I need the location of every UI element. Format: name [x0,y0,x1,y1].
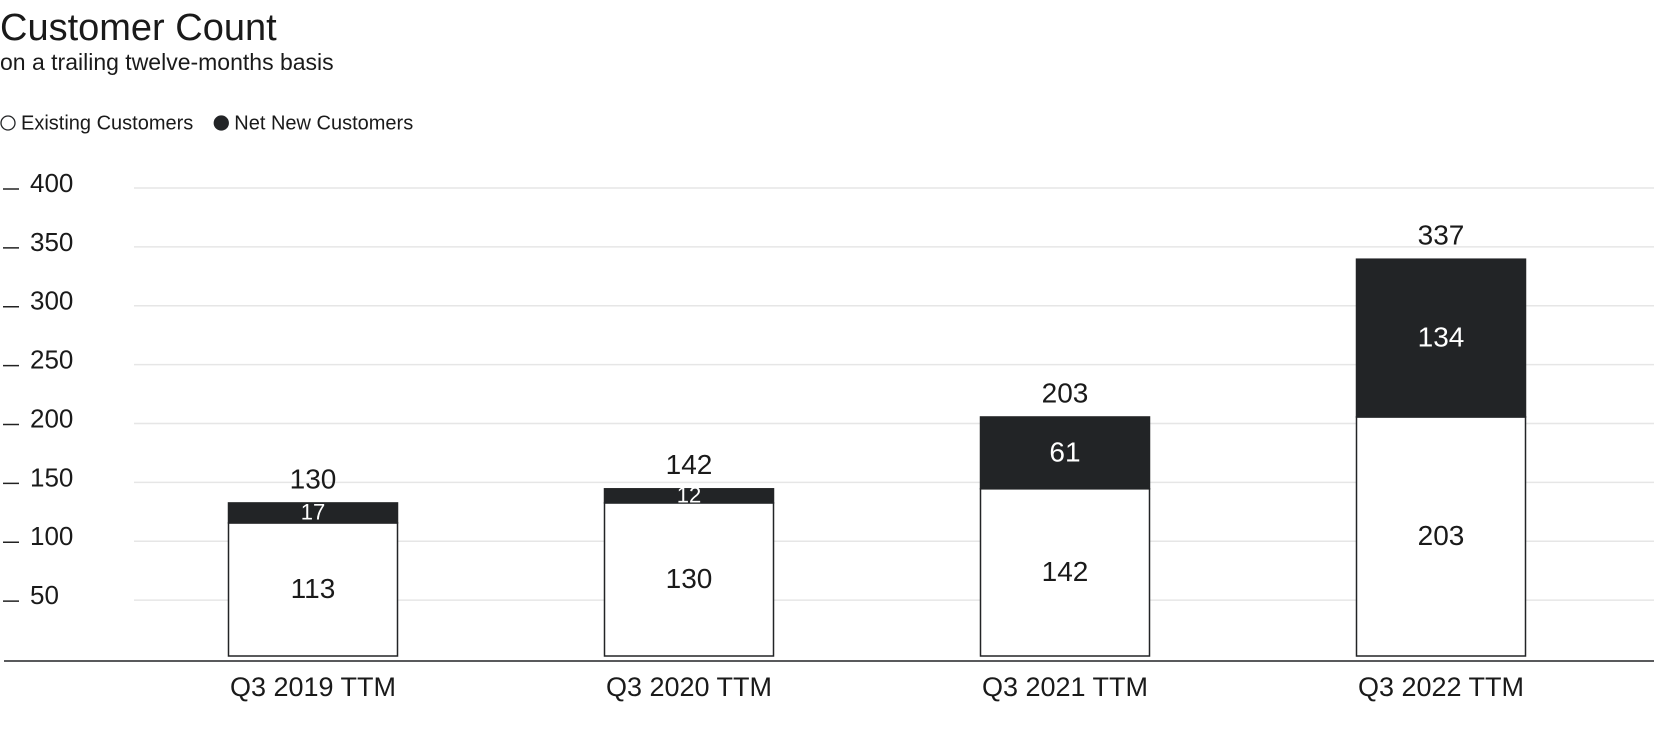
bar-segment [603,502,775,657]
y-tick-label: 50 [30,580,59,610]
bar-segment [979,488,1151,657]
bar-segment [1355,416,1527,657]
y-tick-label: 400 [30,168,73,198]
total-label: 337 [1418,220,1465,251]
value-label: 17 [301,500,325,525]
value-label: 142 [1042,556,1089,587]
total-label: 203 [1042,377,1089,408]
chart-title: Customer Count [0,7,277,49]
y-tick-label: 150 [30,462,73,492]
value-label: 61 [1049,436,1080,467]
total-label: 142 [666,449,713,480]
total-label: 130 [290,463,337,494]
value-label: 130 [666,563,713,594]
legend-marker [0,115,16,131]
value-label: 203 [1418,520,1465,551]
legend-label: Net New Customers [234,112,413,134]
bar-segment [227,522,399,657]
y-tick-label: 350 [30,227,73,257]
value-label: 113 [291,573,336,604]
y-tick-label: 200 [30,403,73,433]
bar-segment [227,502,399,524]
value-label: 134 [1418,321,1465,352]
bar-segment [1355,258,1527,418]
bar-segment [979,416,1151,490]
y-tick-label: 250 [30,345,73,375]
y-tick-label: 100 [30,521,73,551]
y-tick-label: 300 [30,286,73,316]
value-label: 12 [677,483,701,508]
x-tick-label: Q3 2020 TTM [606,672,772,702]
bar-segment [603,488,775,504]
chart-subtitle: on a trailing twelve-months basis [0,49,334,75]
x-tick-label: Q3 2022 TTM [1358,672,1524,702]
legend-marker [213,115,229,131]
x-tick-label: Q3 2021 TTM [982,672,1148,702]
legend-label: Existing Customers [21,112,193,134]
x-tick-label: Q3 2019 TTM [230,672,396,702]
